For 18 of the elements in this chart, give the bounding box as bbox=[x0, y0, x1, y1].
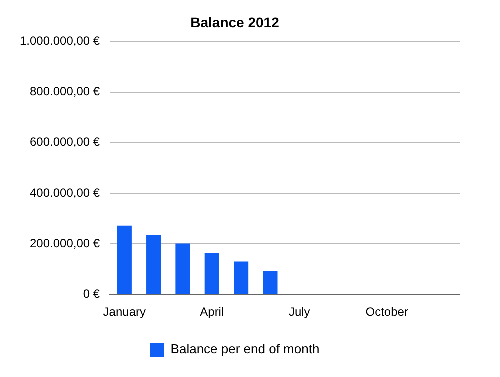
y-tick-label: 200.000,00 € bbox=[30, 236, 100, 250]
y-tick-label: 600.000,00 € bbox=[30, 135, 100, 150]
bar bbox=[204, 253, 220, 294]
chart-title: Balance 2012 bbox=[190, 14, 280, 30]
bar bbox=[146, 235, 162, 294]
x-tick-label: October bbox=[366, 305, 408, 320]
y-tick-label: 0 € bbox=[83, 286, 100, 301]
bar bbox=[263, 271, 278, 294]
bar bbox=[234, 262, 249, 294]
x-tick-label: January bbox=[103, 305, 146, 320]
y-tick-label: 400.000,00 € bbox=[30, 186, 100, 200]
bar bbox=[117, 226, 132, 294]
y-tick-label: 800.000,00 € bbox=[30, 84, 100, 99]
bar bbox=[176, 244, 190, 294]
y-tick-label: 1.000.000,00 € bbox=[20, 34, 100, 48]
x-tick-label: July bbox=[288, 305, 310, 320]
legend-label: Balance per end of month bbox=[170, 342, 320, 357]
x-tick-label: April bbox=[200, 305, 224, 320]
